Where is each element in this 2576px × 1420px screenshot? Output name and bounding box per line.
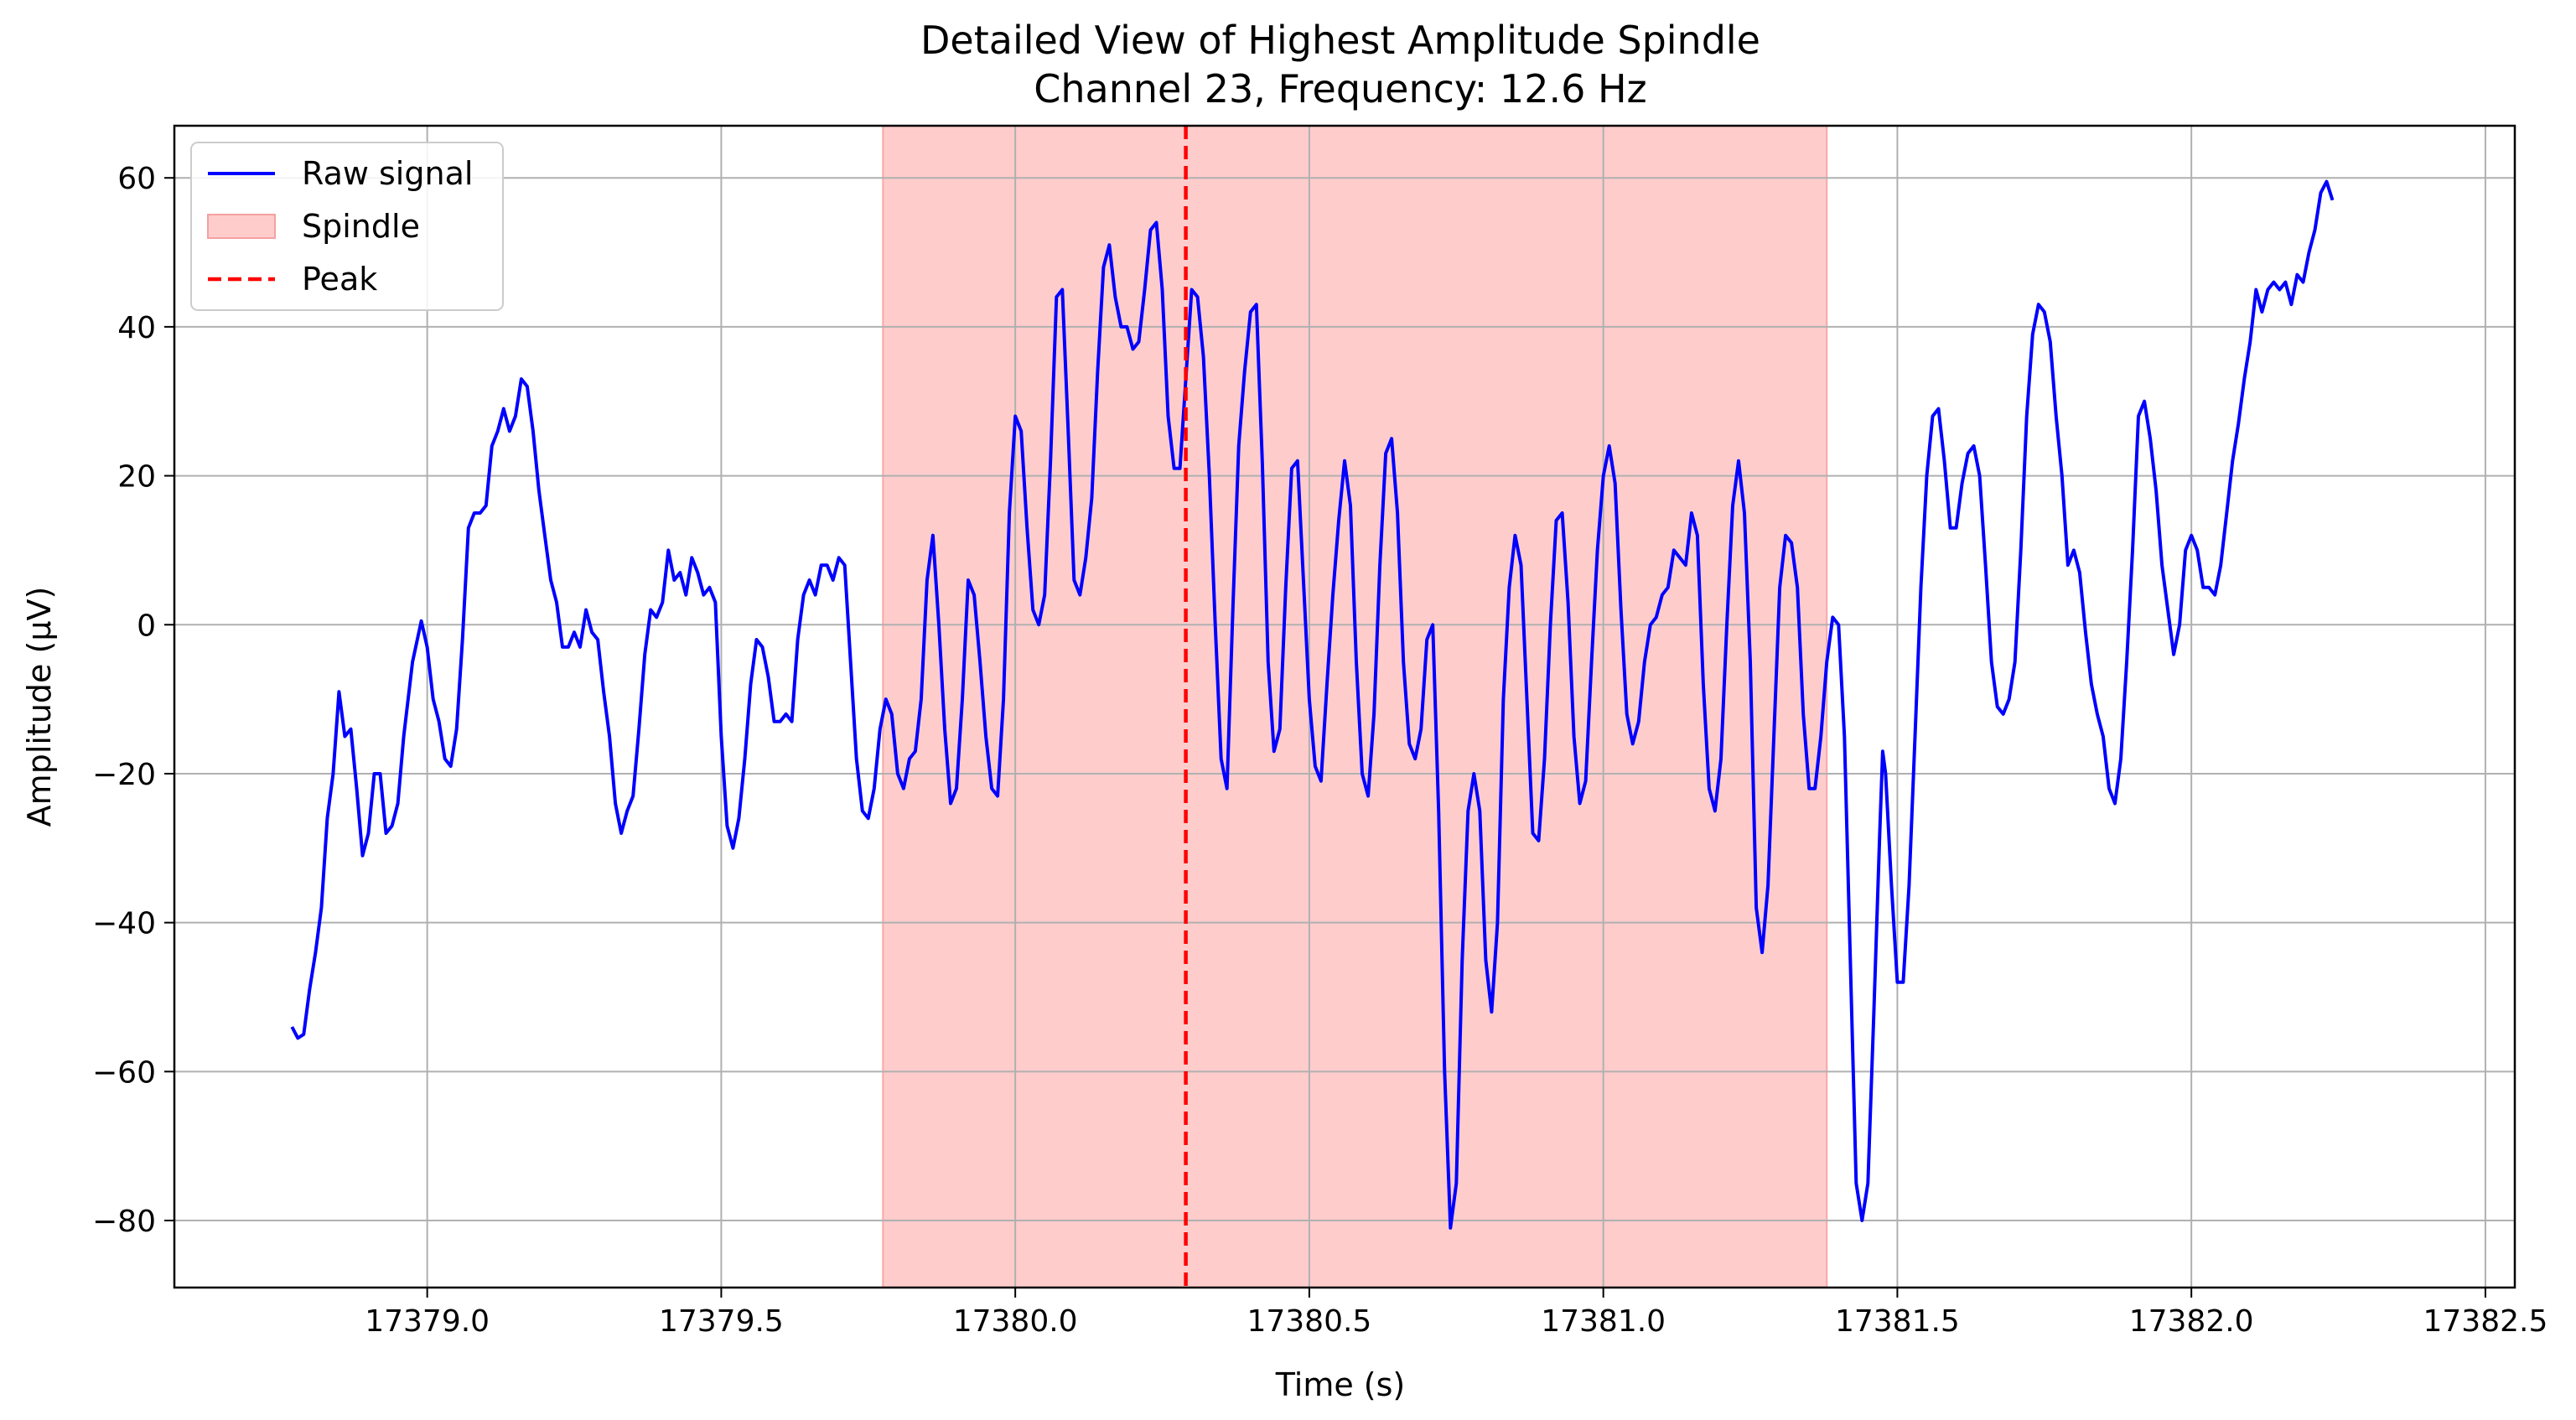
legend-label: Raw signal [302,155,473,192]
x-tick-label: 17379.0 [365,1304,490,1339]
plot-area: 17379.0 17379.5 17380.0 17380.5 17381.0 17381… [92,124,2547,1339]
x-tick-label: 17381.5 [1835,1304,1960,1339]
y-axis-label: Amplitude (μV) [21,587,58,827]
x-tick-label: 17380.0 [953,1304,1078,1339]
legend-label: Spindle [302,208,420,245]
y-tick-label: 0 [137,609,156,643]
y-tick-label: −80 [92,1205,156,1239]
spindle-span [882,125,1828,1288]
x-tick-label: 17381.0 [1541,1304,1666,1339]
y-tick-label: 20 [117,460,156,495]
legend-box [190,142,504,311]
y-tick-label: −20 [92,758,156,792]
chart-subtitle: Channel 23, Frequency: 12.6 Hz [1034,66,1646,111]
axes-frame [173,124,2516,1289]
x-tick-label: 17379.5 [659,1304,784,1339]
legend-patch-spindle [207,214,276,239]
chart-title: Detailed View of Highest Amplitude Spind… [920,18,1760,63]
legend: Raw signal Spindle Peak [190,142,504,311]
x-tick-label: 17380.5 [1247,1304,1371,1339]
raw-signal-line [290,179,2335,1230]
x-tick-label: 17382.0 [2129,1304,2254,1339]
y-tick-label: −40 [92,907,156,941]
y-tick-label: 60 [117,162,156,196]
y-tick-label: 40 [117,311,156,345]
y-tick-label: −60 [92,1055,156,1090]
x-tick-label: 17382.5 [2423,1304,2547,1339]
x-axis-label: Time (s) [1275,1366,1406,1403]
legend-label: Peak [302,261,377,298]
